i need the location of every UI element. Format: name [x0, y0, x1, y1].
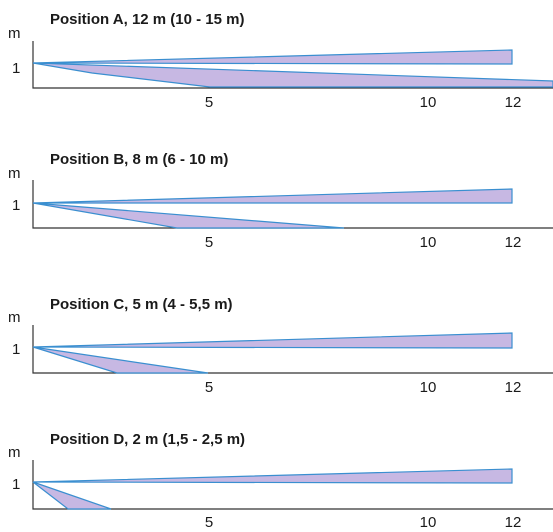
y-axis-label: 1 — [12, 341, 20, 358]
x-tick-label: 12 — [505, 94, 522, 111]
axis-frame — [32, 325, 553, 374]
x-tick-label: 5 — [205, 234, 213, 251]
upper-beam — [32, 188, 513, 204]
axis-unit: m — [8, 165, 21, 182]
panel-title: Position B, 8 m (6 - 10 m) — [50, 151, 228, 168]
x-tick-label: 10 — [420, 514, 437, 531]
x-tick-label: 10 — [420, 379, 437, 396]
axis-frame — [32, 180, 553, 229]
axis-frame — [32, 460, 553, 510]
panel-position-a: Position A, 12 m (10 - 15 m) m 1 5 10 12 — [8, 11, 553, 111]
x-tick-label: 12 — [505, 234, 522, 251]
panel-title: Position C, 5 m (4 - 5,5 m) — [50, 296, 233, 313]
panel-position-c: Position C, 5 m (4 - 5,5 m) m 1 5 10 12 — [8, 296, 553, 396]
lower-beam — [32, 346, 209, 374]
axis-unit: m — [8, 309, 21, 326]
upper-beam — [32, 49, 513, 65]
x-tick-label: 10 — [420, 234, 437, 251]
x-tick-label: 12 — [505, 514, 522, 531]
y-axis-label: 1 — [12, 197, 20, 214]
panel-title: Position A, 12 m (10 - 15 m) — [50, 11, 245, 28]
x-tick-label: 5 — [205, 94, 213, 111]
y-axis-label: 1 — [12, 60, 20, 77]
upper-beam — [32, 468, 513, 484]
axis-frame — [32, 41, 553, 89]
panel-position-d: Position D, 2 m (1,5 - 2,5 m) m 1 5 10 1… — [8, 431, 553, 531]
x-tick-label: 5 — [205, 514, 213, 531]
x-tick-label: 5 — [205, 379, 213, 396]
panel-position-b: Position B, 8 m (6 - 10 m) m 1 5 10 12 — [8, 151, 553, 251]
axis-unit: m — [8, 25, 21, 42]
panel-title: Position D, 2 m (1,5 - 2,5 m) — [50, 431, 245, 448]
lower-beam — [32, 202, 345, 229]
lower-beam — [32, 62, 553, 88]
upper-beam — [32, 332, 513, 349]
x-tick-label: 12 — [505, 379, 522, 396]
x-tick-label: 10 — [420, 94, 437, 111]
lower-beam — [32, 481, 112, 510]
axis-unit: m — [8, 444, 21, 461]
y-axis-label: 1 — [12, 476, 20, 493]
